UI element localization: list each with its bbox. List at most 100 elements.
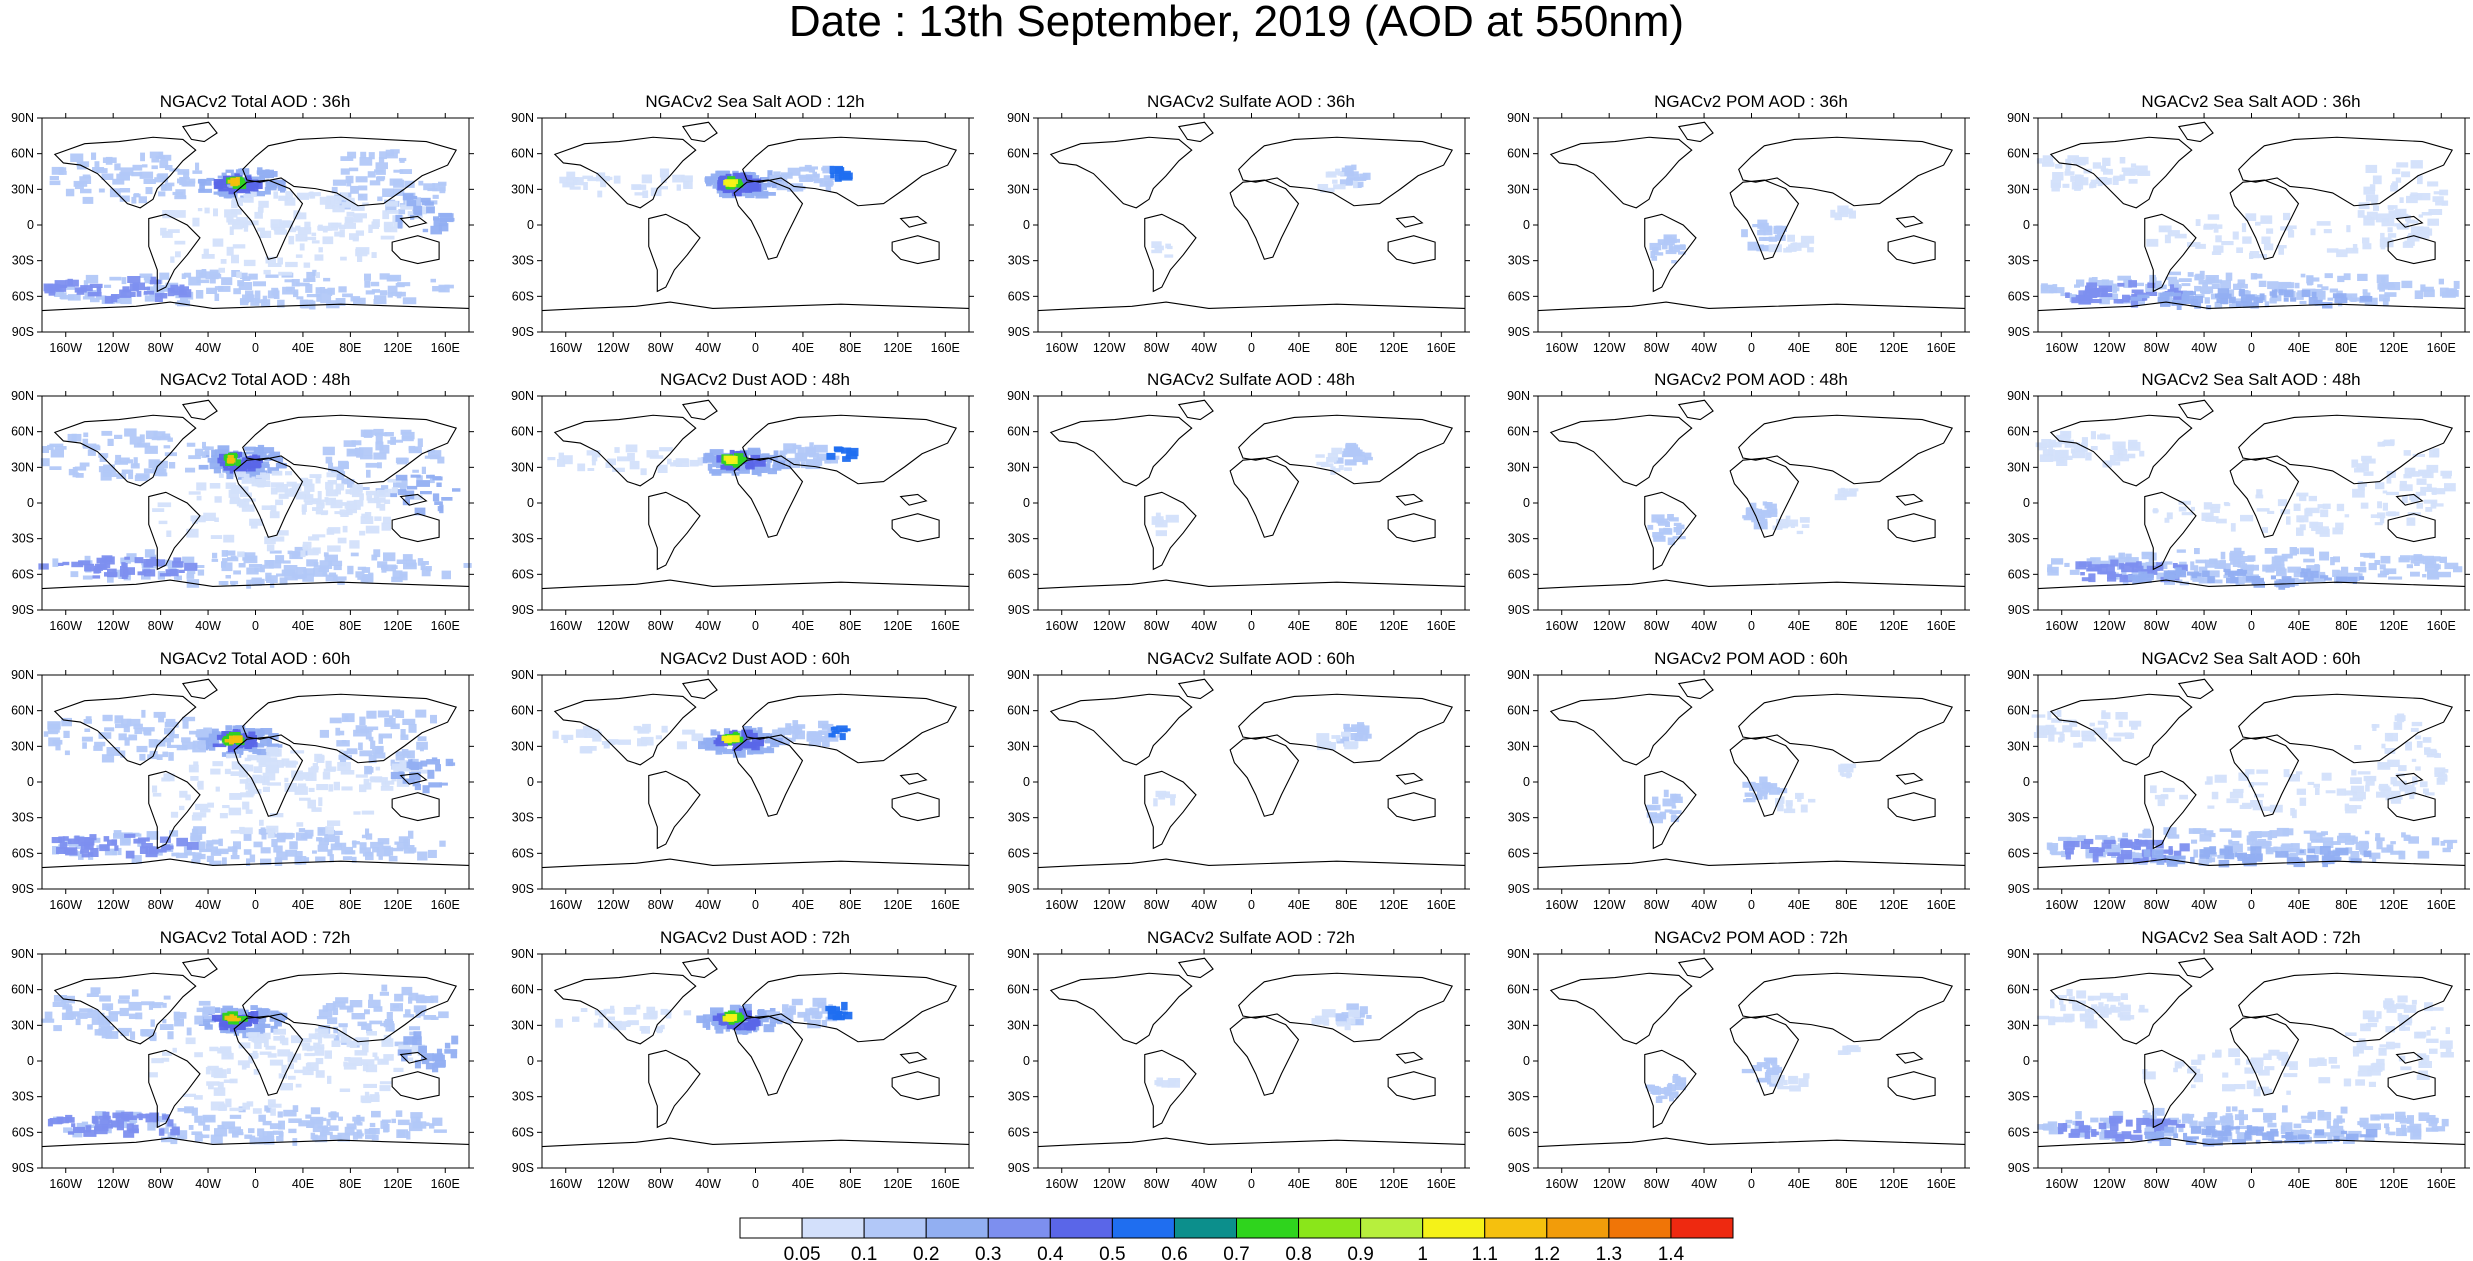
aod-cell bbox=[379, 290, 388, 296]
aod-cell bbox=[285, 471, 293, 476]
aod-cell bbox=[1344, 467, 1352, 471]
aod-cell bbox=[2253, 782, 2268, 786]
aod-cell bbox=[287, 550, 293, 555]
aod-cell bbox=[108, 1012, 118, 1022]
aod-cell bbox=[156, 559, 166, 567]
aod-cell bbox=[2106, 461, 2121, 466]
aod-cell bbox=[2323, 229, 2332, 234]
aod-cell bbox=[2275, 851, 2289, 858]
aod-cell bbox=[2376, 841, 2383, 850]
aod-cell bbox=[2216, 518, 2227, 524]
aod-cell bbox=[767, 468, 777, 475]
aod-field bbox=[2031, 709, 2458, 868]
lon-label: 80E bbox=[1335, 898, 1357, 912]
aod-cell bbox=[392, 439, 403, 443]
aod-cell bbox=[822, 740, 830, 747]
aod-cell bbox=[2213, 227, 2219, 233]
aod-cell bbox=[106, 747, 121, 756]
aod-cell bbox=[2084, 288, 2099, 298]
aod-cell bbox=[230, 771, 245, 776]
aod-cell bbox=[433, 216, 440, 221]
aod-cell bbox=[357, 253, 363, 262]
aod-cell bbox=[1653, 535, 1665, 540]
aod-cell bbox=[830, 172, 835, 179]
aod-cell bbox=[291, 773, 304, 781]
aod-cell bbox=[107, 438, 114, 446]
lat-label: 90S bbox=[2008, 603, 2030, 617]
aod-cell bbox=[353, 505, 361, 510]
aod-cell bbox=[448, 762, 456, 766]
lon-label: 120E bbox=[383, 341, 412, 355]
lon-label: 160W bbox=[549, 619, 582, 633]
aod-cell bbox=[70, 153, 84, 162]
aod-cell bbox=[658, 186, 668, 190]
aod-cell bbox=[413, 205, 423, 215]
aod-cell bbox=[354, 448, 364, 455]
lon-label: 80E bbox=[339, 619, 361, 633]
aod-cell bbox=[134, 475, 148, 482]
aod-cell bbox=[2104, 722, 2109, 729]
aod-cell bbox=[174, 240, 186, 245]
aod-cell bbox=[1316, 733, 1330, 742]
aod-cell bbox=[373, 549, 381, 558]
aod-cell bbox=[1768, 244, 1782, 253]
aod-cell bbox=[221, 1121, 236, 1130]
aod-cell bbox=[369, 180, 381, 186]
aod-cell bbox=[232, 1130, 239, 1138]
aod-cell bbox=[2194, 294, 2205, 298]
aod-cell bbox=[128, 1013, 138, 1019]
aod-cell bbox=[226, 470, 234, 480]
aod-cell bbox=[1663, 527, 1671, 534]
aod-cell bbox=[2160, 563, 2168, 569]
aod-field bbox=[1647, 487, 1859, 546]
aod-cell bbox=[256, 748, 271, 756]
aod-cell bbox=[2158, 225, 2172, 233]
aod-cell bbox=[93, 745, 103, 751]
aod-cell bbox=[2265, 847, 2278, 853]
aod-cell bbox=[285, 849, 298, 857]
aod-cell bbox=[193, 761, 199, 766]
aod-cell bbox=[195, 290, 204, 299]
aod-cell bbox=[432, 493, 440, 502]
aod-cell bbox=[813, 179, 823, 184]
aod-cell bbox=[184, 562, 198, 571]
lat-label: 0 bbox=[1523, 775, 1530, 789]
coastline bbox=[1145, 214, 1196, 291]
aod-cell bbox=[317, 844, 329, 852]
aod-cell bbox=[2300, 273, 2306, 278]
aod-cell bbox=[203, 1015, 212, 1020]
aod-cell bbox=[2354, 468, 2365, 473]
aod-cell bbox=[1664, 809, 1673, 813]
aod-cell bbox=[2239, 289, 2245, 297]
aod-cell bbox=[191, 1107, 198, 1116]
coastline bbox=[892, 236, 939, 264]
aod-cell bbox=[316, 837, 323, 842]
aod-cell bbox=[2080, 572, 2085, 576]
aod-cell bbox=[403, 838, 410, 846]
aod-cell bbox=[2110, 559, 2119, 567]
panel-title: NGACv2 Dust AOD : 48h bbox=[660, 370, 850, 389]
aod-cell bbox=[51, 166, 64, 175]
aod-cell bbox=[170, 256, 175, 263]
aod-cell bbox=[2453, 280, 2460, 289]
aod-cell bbox=[134, 727, 143, 735]
aod-cell bbox=[219, 813, 228, 819]
aod-cell bbox=[373, 752, 386, 759]
aod-cell bbox=[2119, 574, 2133, 583]
coastline bbox=[2397, 494, 2423, 505]
aod-cell bbox=[2047, 566, 2059, 576]
aod-cell bbox=[2133, 300, 2145, 305]
aod-cell bbox=[2059, 456, 2065, 463]
aod-cell bbox=[406, 195, 418, 200]
aod-cell bbox=[2427, 218, 2439, 226]
aod-cell bbox=[2195, 273, 2204, 280]
aod-cell bbox=[420, 760, 428, 767]
aod-cell bbox=[2198, 577, 2212, 584]
aod-cell bbox=[1336, 738, 1345, 744]
aod-cell bbox=[2062, 725, 2073, 733]
aod-cell bbox=[559, 176, 568, 184]
lon-label: 160E bbox=[931, 341, 960, 355]
aod-cell bbox=[2211, 283, 2220, 289]
aod-cell bbox=[2311, 839, 2324, 843]
